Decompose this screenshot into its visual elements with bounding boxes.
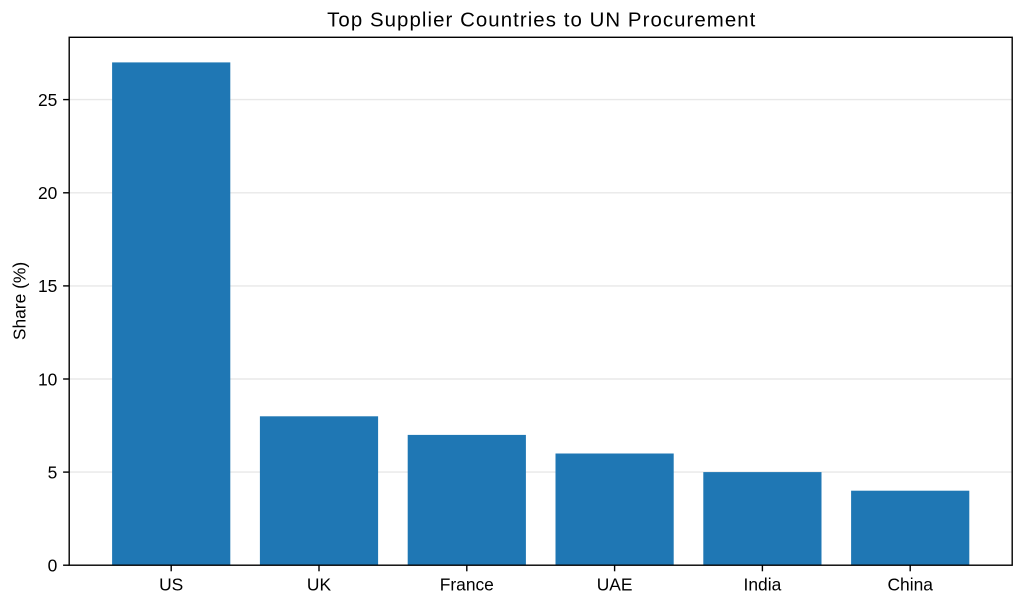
- svg-text:US: US: [159, 574, 183, 594]
- svg-text:China: China: [887, 574, 933, 594]
- svg-text:Top Supplier Countries to UN P: Top Supplier Countries to UN Procurement: [327, 9, 756, 31]
- svg-text:France: France: [440, 574, 494, 594]
- svg-text:5: 5: [48, 462, 58, 482]
- svg-text:UAE: UAE: [597, 574, 633, 594]
- svg-text:0: 0: [48, 556, 58, 576]
- svg-text:Share (%): Share (%): [10, 262, 30, 340]
- svg-text:25: 25: [38, 90, 57, 110]
- svg-text:20: 20: [38, 183, 57, 203]
- svg-text:10: 10: [38, 369, 57, 389]
- svg-text:India: India: [744, 574, 782, 594]
- svg-text:15: 15: [38, 276, 57, 296]
- svg-text:UK: UK: [307, 574, 332, 594]
